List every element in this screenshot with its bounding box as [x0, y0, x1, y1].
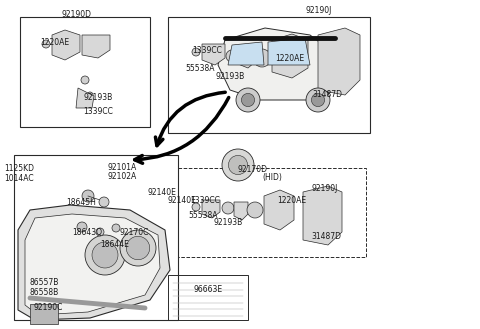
Polygon shape — [218, 28, 338, 100]
Polygon shape — [234, 202, 248, 220]
Circle shape — [226, 50, 238, 62]
Circle shape — [222, 149, 254, 181]
Text: 92140E: 92140E — [148, 188, 177, 197]
Text: 31487D: 31487D — [312, 90, 342, 99]
Text: 96663E: 96663E — [194, 285, 223, 294]
Text: 18644E: 18644E — [100, 240, 129, 249]
Text: 92190C: 92190C — [33, 303, 62, 312]
Polygon shape — [272, 34, 308, 78]
Circle shape — [77, 222, 87, 232]
Circle shape — [120, 230, 156, 266]
Polygon shape — [318, 28, 360, 95]
Polygon shape — [18, 205, 170, 320]
Text: 1339CC: 1339CC — [83, 107, 113, 116]
Bar — [168, 275, 248, 320]
Text: 1220AE: 1220AE — [277, 196, 306, 205]
Bar — [178, 168, 366, 257]
Circle shape — [253, 49, 271, 67]
Text: 1014AC: 1014AC — [4, 174, 34, 183]
Text: 18645H: 18645H — [66, 198, 96, 207]
Text: 1339CC: 1339CC — [192, 46, 222, 55]
Text: 92140E: 92140E — [168, 196, 197, 205]
Circle shape — [247, 202, 263, 218]
Text: 86557B: 86557B — [30, 278, 60, 287]
Polygon shape — [202, 200, 220, 218]
Text: 92170D: 92170D — [238, 165, 268, 174]
Text: 92193B: 92193B — [215, 72, 244, 81]
Text: 92193B: 92193B — [83, 93, 112, 102]
Circle shape — [192, 203, 200, 211]
Text: 1339CC: 1339CC — [190, 196, 220, 205]
Text: 31487D: 31487D — [311, 232, 341, 241]
Text: 1220AE: 1220AE — [275, 54, 304, 63]
Circle shape — [222, 202, 234, 214]
Circle shape — [306, 88, 330, 112]
Polygon shape — [228, 42, 264, 65]
Polygon shape — [52, 30, 80, 60]
Text: 92190D: 92190D — [62, 10, 92, 19]
Circle shape — [92, 242, 118, 268]
Circle shape — [99, 197, 109, 207]
Circle shape — [85, 235, 125, 275]
Circle shape — [96, 228, 104, 236]
Text: 1220AE: 1220AE — [40, 38, 69, 47]
Polygon shape — [82, 35, 110, 58]
Circle shape — [241, 93, 254, 107]
Text: (HID): (HID) — [262, 173, 282, 182]
Text: 18643Q: 18643Q — [72, 228, 102, 237]
Text: 92193B: 92193B — [213, 218, 242, 227]
Bar — [14, 155, 178, 320]
Polygon shape — [264, 190, 294, 230]
Circle shape — [42, 40, 50, 48]
Polygon shape — [202, 44, 225, 65]
Polygon shape — [303, 186, 342, 245]
Text: 92190J: 92190J — [312, 184, 338, 193]
Text: 92170C: 92170C — [119, 228, 148, 237]
Polygon shape — [268, 38, 310, 65]
Circle shape — [82, 190, 94, 202]
Text: 55538A: 55538A — [188, 211, 217, 220]
Text: 92101A: 92101A — [107, 163, 136, 172]
Circle shape — [228, 155, 248, 175]
Text: 55538A: 55538A — [185, 64, 215, 73]
Polygon shape — [76, 88, 94, 108]
Circle shape — [126, 236, 150, 260]
Circle shape — [81, 76, 89, 84]
Bar — [168, 17, 370, 133]
Circle shape — [87, 92, 93, 98]
Polygon shape — [25, 214, 160, 315]
Circle shape — [312, 93, 324, 107]
Bar — [30, 304, 58, 324]
Text: 92190J: 92190J — [306, 6, 332, 15]
Circle shape — [192, 48, 200, 56]
Polygon shape — [238, 48, 255, 68]
Text: 92102A: 92102A — [107, 172, 136, 181]
Circle shape — [236, 88, 260, 112]
Circle shape — [112, 224, 120, 232]
Text: 1125KD: 1125KD — [4, 164, 34, 173]
Bar — [20, 17, 150, 127]
Text: 86558B: 86558B — [30, 288, 59, 297]
